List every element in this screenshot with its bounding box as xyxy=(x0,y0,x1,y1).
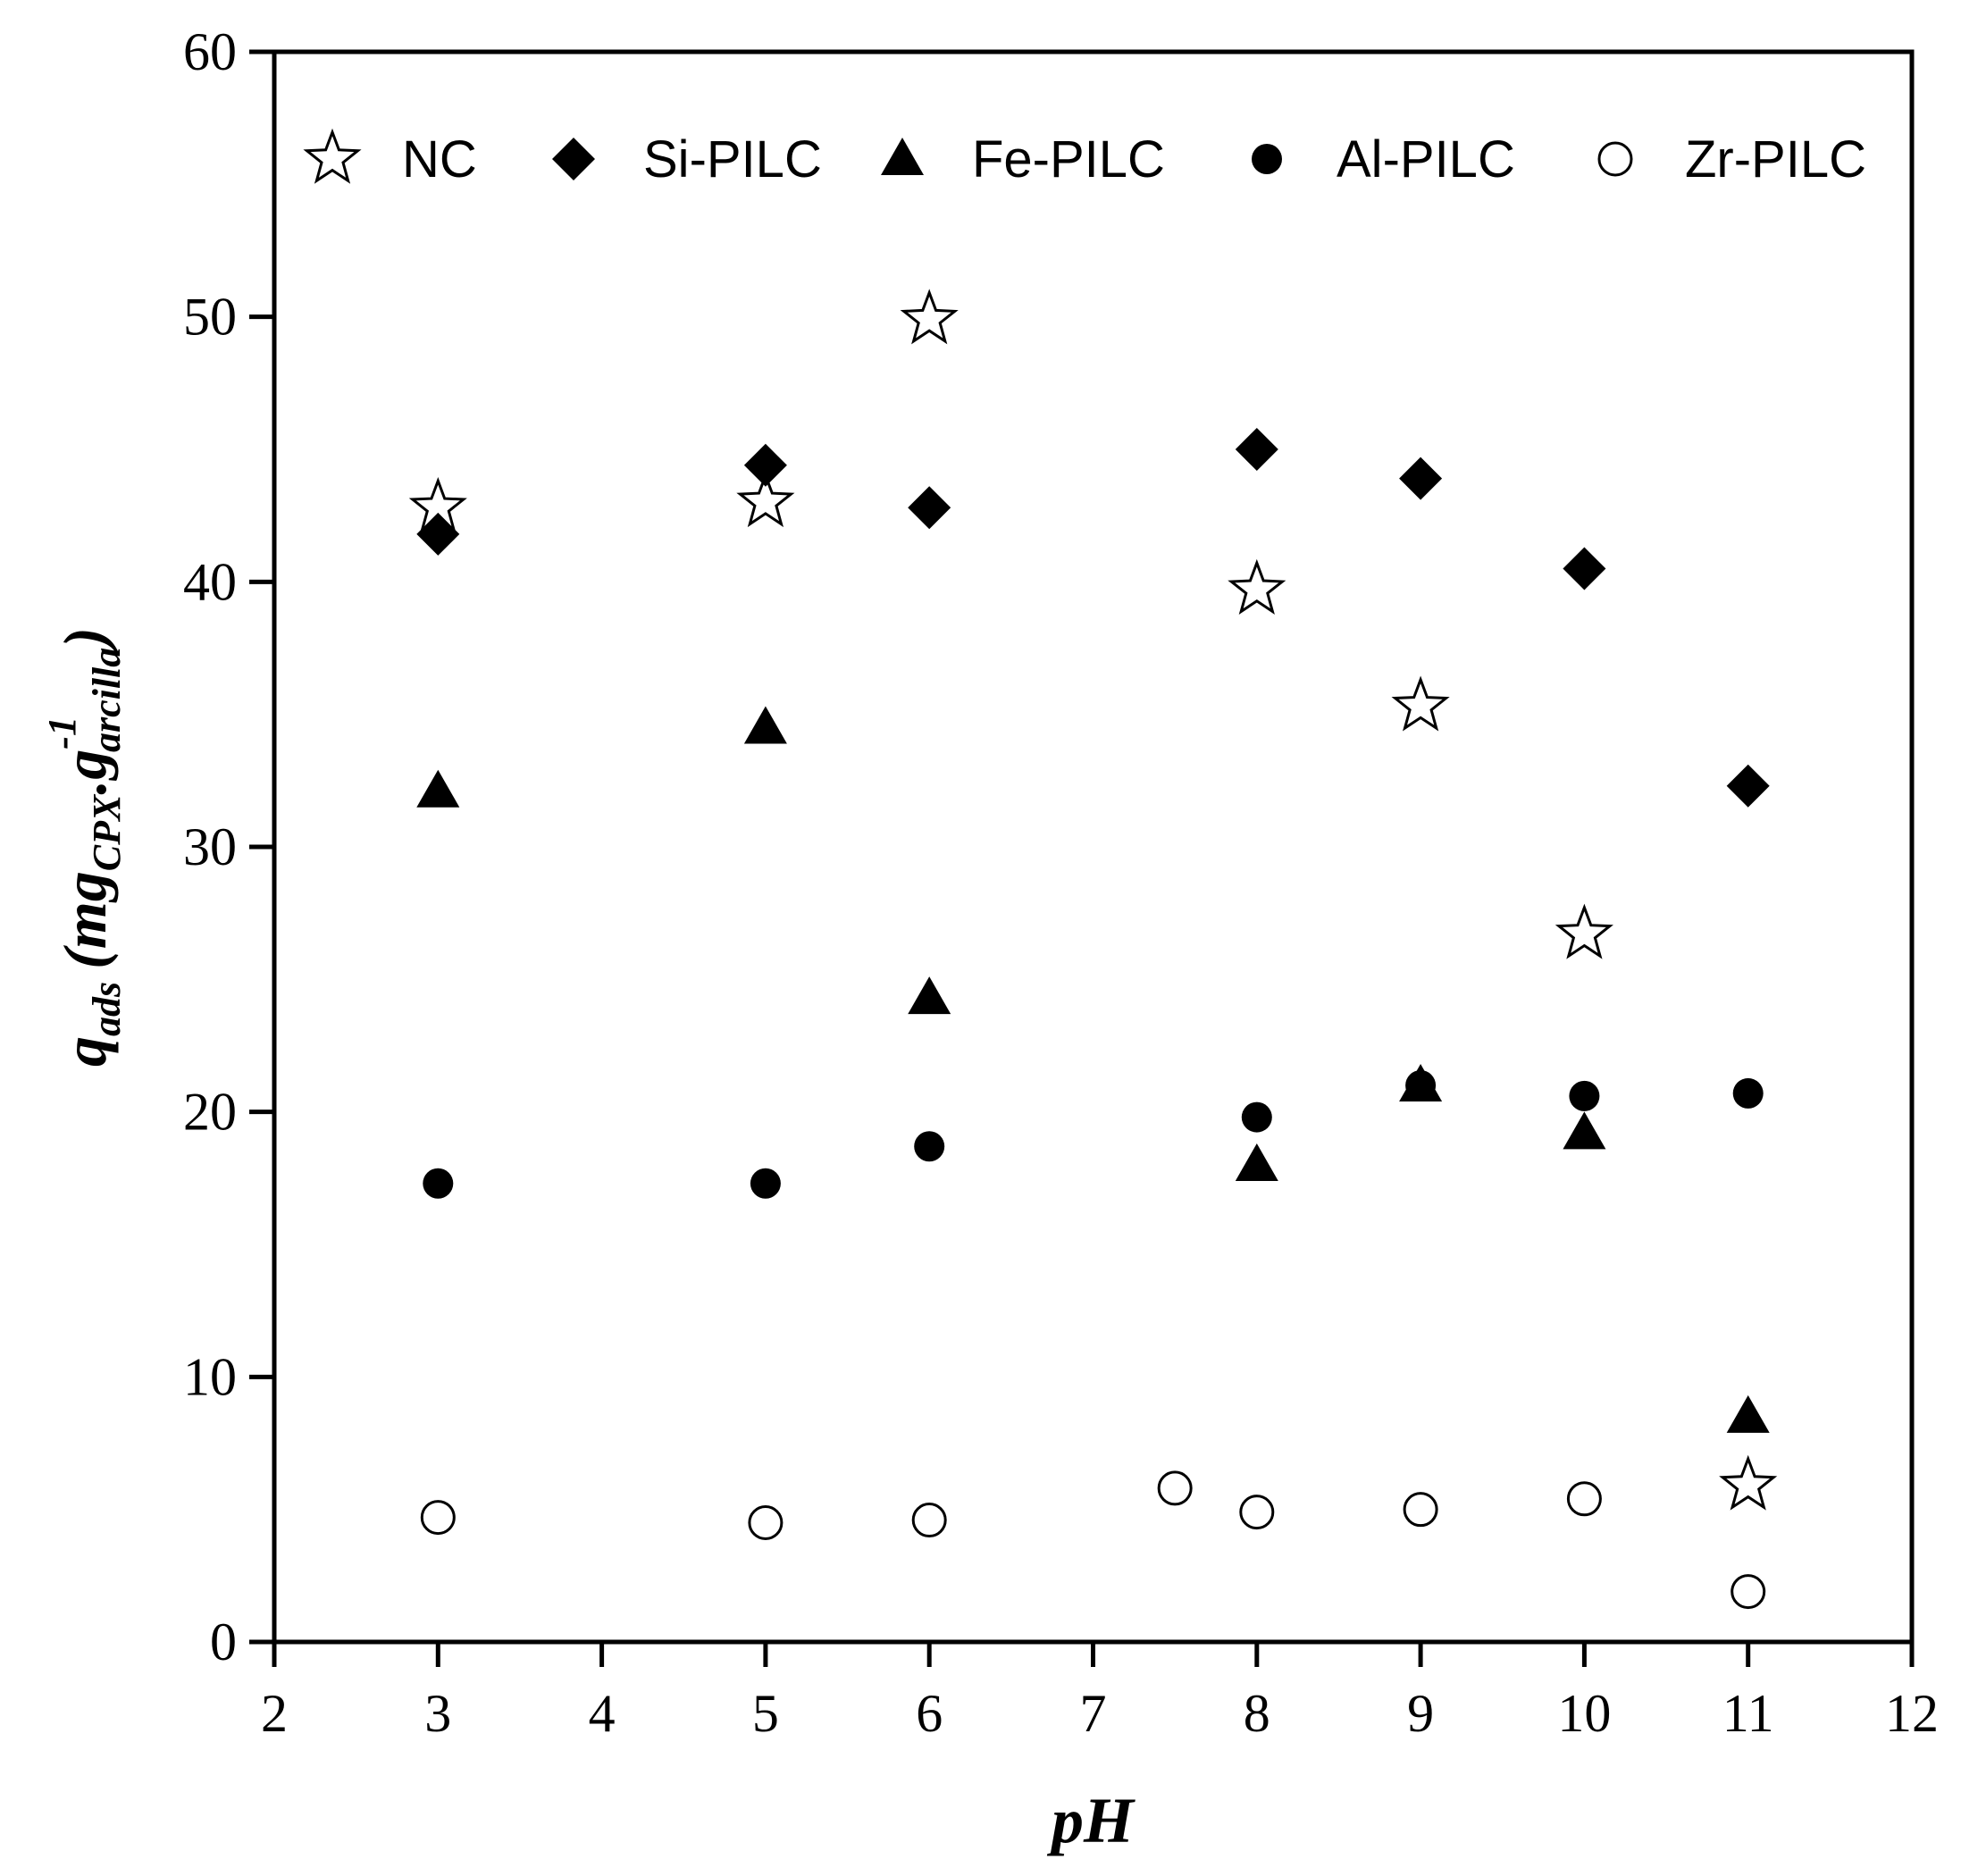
y-tick-label: 40 xyxy=(183,552,237,611)
y-tick-label: 60 xyxy=(183,22,237,81)
data-point xyxy=(1719,1454,1778,1511)
legend-label: Fe-PILC xyxy=(972,130,1165,188)
x-tick-label: 9 xyxy=(1407,1684,1434,1743)
x-axis: 2 3 4 5 6 7 8 9 10 11 12 xyxy=(261,1642,1939,1743)
legend-label: Al-PILC xyxy=(1337,130,1515,188)
y-axis-title-dot: . xyxy=(51,780,119,795)
data-point xyxy=(743,706,787,744)
x-tick-label: 2 xyxy=(261,1684,288,1743)
x-tick-label: 5 xyxy=(752,1684,779,1743)
y-axis-title-cpx: CPX xyxy=(85,793,129,871)
legend-marker xyxy=(881,138,924,175)
data-point xyxy=(423,1168,454,1199)
y-tick-label: 10 xyxy=(183,1347,237,1406)
data-point xyxy=(1555,903,1613,959)
plot-frame xyxy=(272,49,1915,1645)
x-tick-label: 7 xyxy=(1080,1684,1107,1743)
data-point xyxy=(1563,1111,1606,1150)
x-tick-label: 11 xyxy=(1722,1684,1774,1743)
data-point xyxy=(1157,1470,1193,1506)
y-tick-label: 20 xyxy=(183,1083,237,1142)
data-point xyxy=(900,289,959,345)
data-point xyxy=(908,486,951,530)
data-point xyxy=(1228,558,1286,615)
data-point xyxy=(908,976,951,1015)
data-point xyxy=(1731,1574,1766,1610)
x-tick-label: 4 xyxy=(589,1684,616,1743)
x-axis-title: pH xyxy=(1046,1785,1136,1856)
x-tick-label: 3 xyxy=(424,1684,451,1743)
data-point xyxy=(1399,456,1443,500)
x-tick-label: 12 xyxy=(1885,1684,1939,1743)
y-axis-title-open: (mg xyxy=(51,871,119,969)
x-tick-label: 8 xyxy=(1244,1684,1270,1743)
y-tick-label: 30 xyxy=(183,817,237,876)
data-point xyxy=(1732,1077,1764,1109)
data-point xyxy=(1391,675,1450,732)
data-point xyxy=(748,1505,784,1540)
data-point xyxy=(416,769,460,808)
legend-label: Si-PILC xyxy=(643,130,822,188)
data-point xyxy=(420,1500,456,1536)
data-point xyxy=(416,512,460,556)
data-point xyxy=(1569,1080,1600,1111)
data-point xyxy=(1239,1495,1275,1530)
data-points xyxy=(408,289,1778,1610)
data-point xyxy=(1235,428,1278,471)
y-axis-title-arcilla: arcilla xyxy=(85,648,129,752)
legend: NC Si-PILC Fe-PILC Al-PILC Zr-PILC xyxy=(303,128,1866,188)
legend-marker xyxy=(1252,144,1282,174)
data-point xyxy=(750,1168,781,1199)
data-point xyxy=(736,472,795,528)
y-axis-title: qads(mgCPX.g-1arcilla) xyxy=(40,627,129,1067)
legend-marker xyxy=(552,138,595,180)
data-point xyxy=(1405,1070,1437,1101)
legend-label: NC xyxy=(402,130,477,188)
data-point xyxy=(1241,1101,1272,1133)
y-axis-title-ads: ads xyxy=(85,982,129,1036)
legend-marker xyxy=(1597,141,1633,177)
y-axis-title-g: g xyxy=(51,750,119,782)
x-tick-label: 6 xyxy=(916,1684,943,1743)
y-axis: 0 10 20 30 40 50 60 xyxy=(183,22,274,1671)
y-tick-label: 0 xyxy=(210,1612,237,1671)
data-point xyxy=(1563,547,1606,590)
data-point xyxy=(1726,1394,1770,1433)
data-point xyxy=(1403,1492,1438,1528)
data-point xyxy=(1235,1143,1278,1181)
data-point xyxy=(743,443,787,487)
y-axis-title-sup: -1 xyxy=(40,716,84,750)
y-tick-label: 50 xyxy=(183,288,237,347)
data-point xyxy=(1726,764,1770,808)
legend-marker xyxy=(303,128,362,184)
data-point xyxy=(914,1131,945,1162)
data-point xyxy=(911,1503,947,1538)
data-point xyxy=(1566,1481,1602,1517)
y-axis-title-q: q xyxy=(51,1036,119,1067)
x-tick-label: 10 xyxy=(1557,1684,1611,1743)
legend-label: Zr-PILC xyxy=(1685,130,1866,188)
